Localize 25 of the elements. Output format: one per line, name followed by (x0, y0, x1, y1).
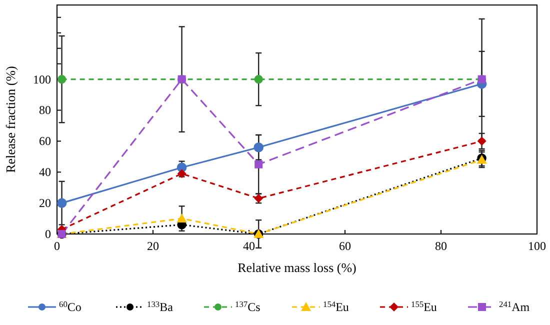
legend-label: $^{137}$Cs (235, 300, 261, 314)
x-tick-label: 20 (147, 239, 159, 253)
x-tick-label: 0 (54, 239, 60, 253)
legend-label: $^{155}$Eu (411, 300, 437, 314)
legend-label: $^{133}$Ba (147, 300, 174, 314)
point (57, 74, 66, 84)
legend-label: $^{241}$Am (499, 300, 530, 314)
x-tick-label: 60 (339, 239, 351, 253)
y-tick-label: 0 (45, 227, 51, 241)
x-tick-label: 100 (528, 239, 546, 253)
point (176, 214, 187, 223)
y-tick-label: 100 (33, 72, 51, 86)
y-tick-label: 40 (39, 165, 51, 180)
x-axis-title: Relative mass loss (%) (238, 260, 356, 275)
x-tick-label: 80 (435, 239, 447, 253)
y-tick-label: 80 (39, 103, 51, 118)
legend-label: $^{154}$Eu (323, 300, 349, 314)
point (254, 74, 263, 84)
y-axis-title: Release fraction (%) (3, 66, 18, 173)
legend-label: $^{60}$Co (59, 300, 82, 314)
point (56, 198, 67, 208)
x-tick-label: 40 (243, 239, 255, 253)
y-tick-label: 60 (39, 134, 51, 148)
y-tick-label: 20 (39, 196, 51, 210)
point (254, 142, 264, 152)
